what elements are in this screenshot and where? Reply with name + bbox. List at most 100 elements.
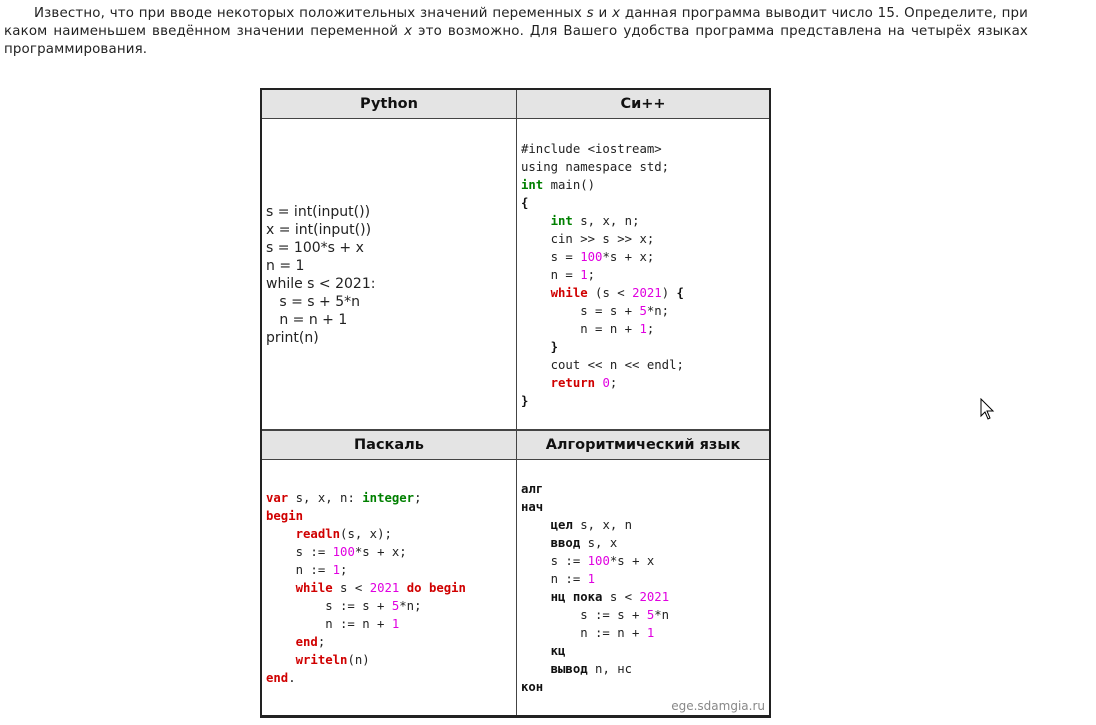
keyword: {	[676, 285, 684, 300]
code-line: кон	[521, 678, 769, 696]
code-text: (s <	[587, 285, 633, 300]
code-text	[521, 286, 551, 300]
code-line: writeln(n)	[266, 651, 516, 669]
code-line: }	[521, 338, 769, 356]
code-text	[266, 527, 296, 541]
number-literal: 5	[639, 303, 647, 318]
code-text	[521, 340, 551, 354]
number-literal: 2021	[639, 590, 670, 604]
number-literal: 1	[332, 563, 341, 577]
code-line: n := n + 1	[266, 615, 516, 633]
code-line: s = s + 5*n;	[521, 302, 769, 320]
keyword: begin	[266, 509, 304, 523]
keyword: writeln	[295, 653, 348, 667]
number-literal: 100	[332, 545, 355, 559]
code-text: ;	[646, 321, 655, 336]
keyword: }	[521, 393, 529, 408]
keyword: end	[295, 635, 318, 649]
code-text: s = s +	[521, 303, 640, 318]
code-line: n = 1	[266, 257, 516, 275]
code-text: s =	[521, 249, 581, 264]
keyword: кц	[550, 644, 566, 658]
code-text: while s < 2021:	[266, 275, 376, 292]
number-literal: 1	[639, 321, 647, 336]
code-line: s = 100*s + x;	[521, 248, 769, 266]
code-line: begin	[266, 507, 516, 525]
code-text	[266, 653, 296, 667]
number-literal: 100	[587, 554, 610, 568]
code-line: n = n + 1	[266, 311, 516, 329]
code-text: s <	[602, 590, 640, 604]
code-line: n = n + 1;	[521, 320, 769, 338]
code-text: n = n +	[521, 321, 640, 336]
code-text: n := n +	[266, 617, 392, 631]
keyword: {	[521, 195, 529, 210]
code-line: end.	[266, 669, 516, 687]
text: и	[593, 6, 613, 21]
code-line: ввод s, x	[521, 534, 769, 552]
code-line: цел s, x, n	[521, 516, 769, 534]
code-line: while (s < 2021) {	[521, 284, 769, 302]
code-text	[521, 536, 551, 550]
type-keyword: integer	[362, 491, 415, 505]
code-text: s, x, n:	[288, 491, 363, 505]
code-line: s := s + 5*n;	[266, 597, 516, 615]
code-text: *n;	[399, 599, 422, 613]
code-line: while s < 2021:	[266, 275, 516, 293]
code-text	[399, 581, 406, 595]
code-text	[521, 376, 551, 390]
code-text	[521, 518, 551, 532]
code-text	[521, 590, 551, 604]
code-text: (s, x);	[340, 527, 392, 541]
number-literal: 2021	[369, 581, 400, 595]
mouse-cursor-icon	[980, 398, 995, 420]
code-text: n := n +	[521, 626, 647, 640]
code-text	[422, 581, 429, 595]
code-line: x = int(input())	[266, 221, 516, 239]
code-line: s = s + 5*n	[266, 293, 516, 311]
code-text: n, нс	[587, 662, 633, 676]
code-text: #include <iostream>	[521, 141, 662, 156]
keyword: while	[550, 285, 588, 300]
var-x: x	[612, 6, 621, 21]
code-line: while s < 2021 do begin	[266, 579, 516, 597]
header-cpp: Си++	[517, 90, 769, 119]
type-keyword: int	[521, 177, 544, 192]
code-line: n := 1;	[266, 561, 516, 579]
code-line: cin >> s >> x;	[521, 230, 769, 248]
header-pascal: Паскаль	[262, 431, 516, 460]
keyword: end	[266, 671, 289, 685]
number-literal: 1	[646, 626, 655, 640]
code-text: s, x, n;	[572, 213, 640, 228]
code-text: ;	[609, 375, 618, 390]
keyword: вывод	[550, 662, 588, 676]
code-line: int main()	[521, 176, 769, 194]
code-line: n := 1	[521, 570, 769, 588]
keyword: readln	[295, 527, 341, 541]
keyword: }	[550, 339, 559, 354]
number-literal: 1	[391, 617, 400, 631]
code-text: s = s + 5*n	[266, 293, 360, 310]
code-line: s = int(input())	[266, 203, 516, 221]
divider	[516, 90, 517, 715]
number-literal: 1	[587, 572, 596, 586]
code-text	[521, 644, 551, 658]
code-line: var s, x, n: integer;	[266, 489, 516, 507]
code-text: s, x, n	[572, 518, 633, 532]
keyword: нц пока	[550, 590, 603, 604]
header-python: Python	[262, 90, 516, 119]
number-literal: 1	[580, 267, 588, 282]
code-text: ;	[317, 635, 326, 649]
code-text: ;	[587, 267, 596, 282]
code-text: ;	[340, 563, 348, 577]
code-line: }	[521, 392, 769, 410]
text: Известно, что при вводе некоторых положи…	[34, 6, 587, 21]
code-text	[521, 214, 551, 228]
var-s: s	[586, 6, 594, 21]
python-code: s = int(input()) x = int(input()) s = 100*…	[262, 119, 516, 430]
problem-statement: Известно, что при вводе некоторых положи…	[4, 5, 1028, 59]
code-text: s, x	[580, 536, 618, 550]
code-text: n = n + 1	[266, 311, 348, 328]
code-line: вывод n, нс	[521, 660, 769, 678]
code-text: *n;	[646, 303, 670, 318]
